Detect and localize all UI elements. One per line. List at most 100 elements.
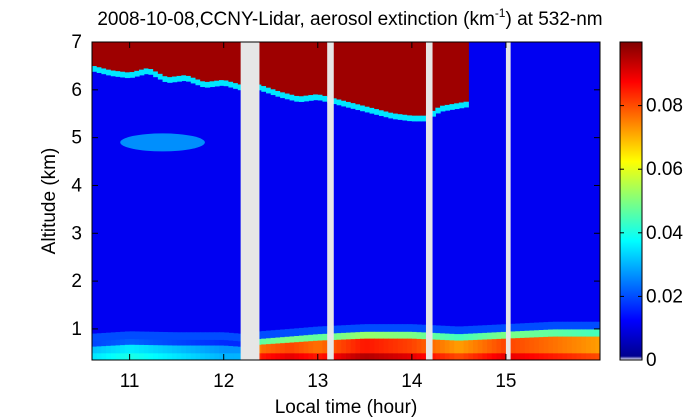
y-tick-label: 7 (71, 32, 82, 53)
boundary-layer-cell (303, 327, 309, 336)
title-prefix: 2008-10-08,CCNY-Lidar, aerosol extinctio… (97, 9, 494, 30)
cloud-cell (186, 42, 192, 76)
boundary-layer-cell (331, 352, 338, 360)
boundary-layer-cell (449, 352, 455, 360)
boundary-layer-cell (139, 331, 145, 340)
boundary-layer-cell (223, 345, 230, 354)
boundary-layer-cell (101, 332, 107, 341)
boundary-layer-cell (473, 325, 479, 334)
cloud-edge-cell (374, 108, 380, 115)
cloud-cell (360, 42, 366, 106)
cloud-edge-cell (341, 100, 347, 107)
boundary-layer-cell (378, 338, 385, 354)
cloud-cell (195, 42, 201, 80)
chart-title: 2008-10-08,CCNY-Lidar, aerosol extinctio… (97, 6, 602, 30)
boundary-layer-cell (92, 346, 98, 354)
boundary-layer-cell (454, 352, 460, 360)
boundary-layer-cell (557, 352, 563, 360)
boundary-layer-cell (92, 352, 98, 360)
boundary-layer-cell (124, 352, 131, 360)
x-tick-label: 15 (495, 371, 516, 392)
cloud-edge-cell (176, 75, 182, 82)
boundary-layer-cell (214, 352, 220, 360)
boundary-layer-cell (176, 352, 182, 360)
boundary-layer-cell (393, 352, 399, 360)
cloud-edge-cell (336, 99, 342, 106)
boundary-layer-cell (378, 352, 385, 360)
boundary-layer-cell (463, 352, 469, 360)
boundary-layer-cell (496, 338, 502, 354)
boundary-layer-cell (92, 340, 98, 347)
boundary-layer-cell (378, 331, 385, 339)
cloud-cell (228, 42, 234, 82)
boundary-layer-cell (487, 352, 493, 360)
boundary-layer-cell (162, 352, 168, 360)
boundary-layer-cell (228, 340, 234, 347)
boundary-layer-cell (270, 337, 277, 344)
boundary-layer-cell (378, 324, 385, 332)
boundary-layer-cell (411, 324, 418, 332)
boundary-layer-cell (360, 331, 366, 339)
x-axis-label: Local time (hour) (275, 397, 418, 418)
boundary-layer-cell (200, 332, 206, 340)
cloud-cell (266, 42, 272, 88)
boundary-layer-cell (458, 333, 465, 341)
boundary-layer-cell (383, 352, 389, 360)
boundary-layer-cell (134, 331, 140, 340)
boundary-layer-cell (129, 331, 135, 340)
boundary-layer-cell (444, 325, 451, 334)
cloud-cell (388, 42, 394, 113)
cloud-cell (134, 42, 140, 71)
cloud-edge-cell (294, 95, 300, 102)
boundary-layer-cell (280, 342, 286, 354)
boundary-layer-cell (341, 352, 347, 360)
boundary-layer-cell (195, 339, 201, 346)
cloud-edge-cell (407, 114, 413, 122)
cloud-edge-cell (167, 76, 173, 83)
boundary-layer-cell (383, 331, 389, 339)
boundary-layer-cell (129, 344, 135, 354)
boundary-layer-cell (153, 344, 159, 354)
cloud-edge-cell (124, 71, 131, 79)
boundary-layer-cell (543, 336, 549, 354)
cloud-edge-cell (463, 101, 469, 108)
boundary-layer-cell (195, 332, 201, 340)
boundary-layer-cell (190, 339, 197, 346)
boundary-layer-cell (331, 325, 338, 334)
cloud-cell (458, 42, 465, 103)
boundary-layer-cell (496, 331, 502, 339)
boundary-layer-cell (402, 352, 408, 360)
extinction-heatmap (92, 42, 600, 360)
boundary-layer-cell (510, 352, 516, 360)
boundary-layer-cell (322, 339, 328, 354)
boundary-layer-cell (520, 352, 526, 360)
cloud-cell (92, 42, 98, 67)
cloud-cell (369, 42, 375, 108)
boundary-layer-cell (106, 332, 112, 341)
boundary-layer-cell (482, 325, 488, 333)
cloud-cell (106, 42, 112, 70)
boundary-layer-cell (510, 330, 516, 339)
boundary-layer-cell (440, 352, 446, 360)
boundary-layer-cell (590, 328, 596, 337)
boundary-layer-cell (487, 338, 493, 354)
cloud-cell (167, 42, 173, 78)
cloud-cell (101, 42, 107, 69)
boundary-layer-cell (101, 345, 107, 354)
boundary-layer-cell (397, 338, 404, 354)
boundary-layer-cell (576, 321, 582, 330)
boundary-layer-cell (153, 339, 159, 346)
title-superscript: -1 (495, 6, 506, 20)
boundary-layer-cell (237, 340, 244, 347)
cloud-edge-cell (171, 76, 178, 83)
boundary-layer-cell (585, 352, 592, 360)
boundary-layer-cell (214, 339, 220, 346)
cloud-edge-cell (223, 79, 230, 87)
boundary-layer-cell (181, 352, 187, 360)
cloud-edge-cell (270, 88, 277, 96)
cloud-cell (313, 42, 319, 95)
boundary-layer-cell (510, 323, 516, 332)
boundary-layer-cell (364, 331, 371, 339)
y-tick-label: 3 (71, 223, 82, 244)
